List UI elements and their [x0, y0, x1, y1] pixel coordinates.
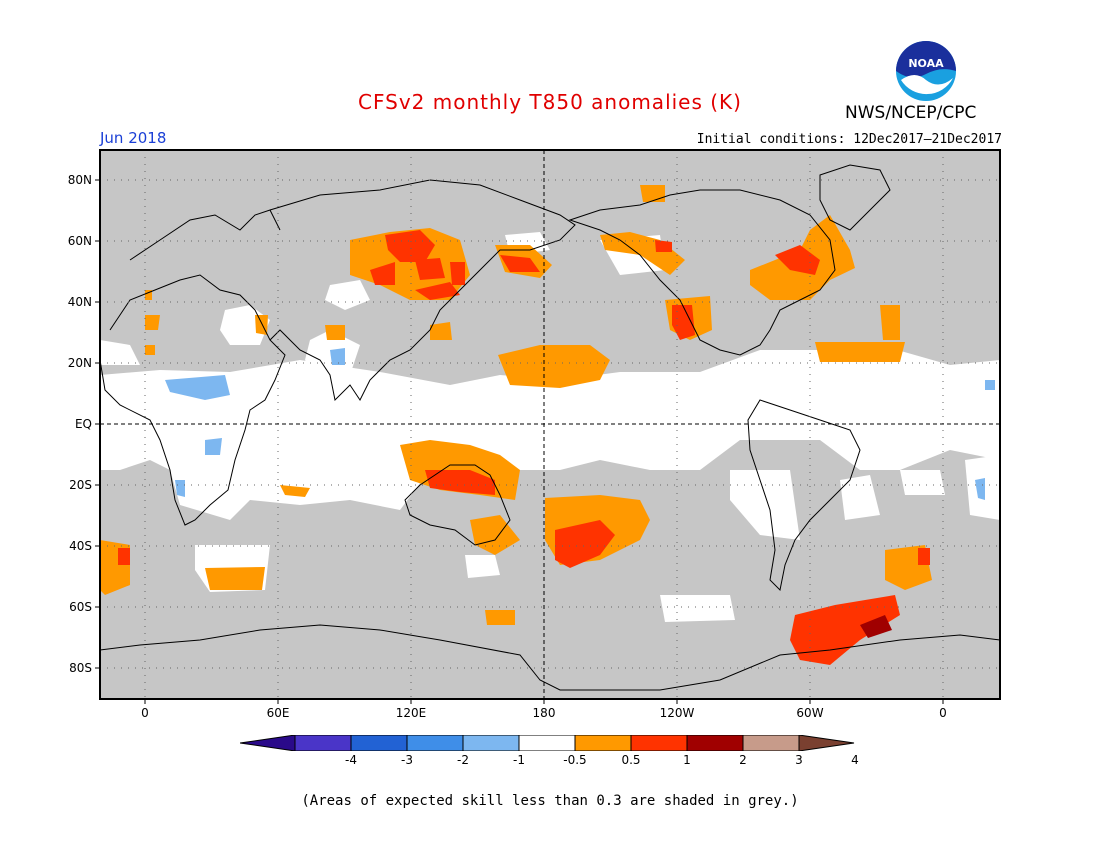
lon-tick-label: 60W: [796, 706, 824, 720]
lat-tick-label: EQ: [74, 417, 92, 431]
initial-conditions-label: Initial conditions: 12Dec2017–21Dec2017: [696, 132, 1002, 147]
positive-anomaly-mid: [118, 230, 930, 665]
negative-anomaly-regions: [165, 348, 995, 500]
lat-tick-label: 20S: [69, 478, 92, 492]
lon-tick-label: 120W: [659, 706, 695, 720]
colorbar-segment: [574, 735, 632, 751]
colorbar-tick-label: 3: [795, 753, 803, 767]
lon-tick-label: 0: [141, 706, 149, 720]
lon-tick-label: 0: [939, 706, 947, 720]
org-label: NWS/NCEP/CPC: [845, 103, 977, 123]
reference-lines: [100, 150, 1000, 699]
month-label: Jun 2018: [100, 129, 167, 147]
colorbar: [240, 735, 855, 751]
colorbar-tick-label: -1: [513, 753, 525, 767]
colorbar-tick-label: -0.5: [563, 753, 587, 767]
svg-text:NOAA: NOAA: [908, 57, 944, 70]
lat-tick-label: 60S: [69, 600, 92, 614]
map-title: CFSv2 monthly T850 anomalies (K): [358, 90, 742, 114]
colorbar-segment: [462, 735, 520, 751]
coastlines: [100, 164, 1000, 691]
lat-tick-label: 20N: [67, 356, 92, 370]
noaa-logo: NOAA: [896, 41, 956, 101]
colorbar-tick-label: 1: [683, 753, 691, 767]
graticule: [100, 150, 1000, 699]
lon-tick-label: 60E: [266, 706, 290, 720]
colorbar-segment: [350, 735, 408, 751]
colorbar-tick-label: -4: [345, 753, 357, 767]
colorbar-segment: [742, 735, 800, 751]
skill-footnote: (Areas of expected skill less than 0.3 a…: [301, 793, 799, 809]
colorbar-segment: [686, 735, 744, 751]
lon-tick-label: 120E: [395, 706, 427, 720]
lon-tick-label: 180: [532, 706, 556, 720]
colorbar-tick-label: 0.5: [621, 753, 641, 767]
lat-tick-label: 80S: [69, 661, 92, 675]
lat-tick-label: 40N: [67, 295, 92, 309]
lat-tick-label: 60N: [67, 234, 92, 248]
axis-ticks: [95, 179, 944, 704]
colorbar-segment: [406, 735, 464, 751]
colorbar-left-arrow: [240, 735, 296, 751]
colorbar-tick-label: -2: [457, 753, 469, 767]
colorbar-segment: [518, 735, 576, 751]
colorbar-right-arrow: [798, 735, 855, 751]
colorbar-tick-label: 4: [851, 753, 859, 767]
colorbar-tick-label: -3: [401, 753, 413, 767]
colorbar-segment: [630, 735, 688, 751]
colorbar-tick-label: 2: [739, 753, 747, 767]
lat-tick-label: 80N: [67, 173, 92, 187]
lat-tick-label: 40S: [69, 539, 92, 553]
colorbar-segment: [294, 735, 352, 751]
positive-anomaly-strong: [860, 615, 892, 638]
